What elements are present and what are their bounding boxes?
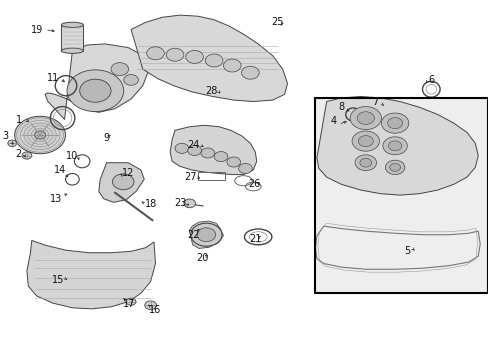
Circle shape [112, 174, 134, 190]
Circle shape [382, 137, 407, 155]
Text: 15: 15 [51, 275, 64, 285]
Bar [197, 172, 224, 180]
Polygon shape [99, 163, 144, 202]
Circle shape [144, 301, 156, 310]
Circle shape [389, 163, 400, 171]
Circle shape [22, 152, 32, 159]
Ellipse shape [61, 22, 83, 27]
Circle shape [197, 228, 215, 242]
Text: 7: 7 [372, 96, 378, 107]
Text: 10: 10 [66, 150, 79, 161]
Circle shape [187, 145, 201, 156]
Text: 28: 28 [204, 86, 217, 96]
Text: 6: 6 [427, 75, 433, 85]
Text: 4: 4 [330, 116, 336, 126]
Circle shape [35, 131, 45, 139]
Circle shape [15, 116, 65, 154]
Text: 16: 16 [149, 305, 162, 315]
Circle shape [123, 75, 138, 85]
Text: 27: 27 [184, 172, 197, 182]
Circle shape [175, 143, 188, 153]
Circle shape [356, 112, 374, 125]
Circle shape [185, 50, 203, 63]
Circle shape [214, 152, 227, 162]
Text: 14: 14 [53, 165, 66, 175]
Circle shape [190, 223, 222, 246]
Circle shape [358, 136, 372, 147]
Ellipse shape [61, 48, 83, 53]
Text: 3: 3 [3, 131, 9, 141]
Text: 17: 17 [123, 299, 136, 309]
Text: 9: 9 [103, 132, 109, 143]
Polygon shape [189, 221, 223, 248]
Polygon shape [131, 15, 287, 102]
Circle shape [146, 47, 164, 60]
Text: 19: 19 [30, 24, 43, 35]
Circle shape [205, 54, 223, 67]
Circle shape [67, 70, 123, 112]
Circle shape [201, 148, 214, 158]
Bar [61, 25, 83, 51]
Text: 26: 26 [247, 179, 260, 189]
Text: 23: 23 [173, 198, 186, 208]
Circle shape [387, 141, 401, 151]
Text: 11: 11 [46, 73, 59, 84]
Circle shape [166, 48, 183, 61]
Circle shape [349, 107, 381, 130]
Circle shape [354, 155, 376, 171]
Text: 20: 20 [196, 253, 209, 264]
Circle shape [387, 118, 402, 129]
Circle shape [241, 66, 259, 79]
Text: 21: 21 [248, 234, 261, 244]
Text: 12: 12 [122, 168, 134, 178]
Bar [315, 98, 487, 293]
Circle shape [385, 160, 404, 175]
Circle shape [183, 199, 195, 208]
Text: 24: 24 [186, 140, 199, 150]
Circle shape [238, 163, 252, 174]
Polygon shape [170, 125, 256, 175]
Circle shape [8, 140, 17, 147]
Circle shape [226, 157, 240, 167]
Polygon shape [316, 96, 477, 195]
Polygon shape [45, 44, 149, 120]
Text: 25: 25 [271, 17, 284, 27]
Text: 1: 1 [16, 114, 21, 125]
Circle shape [223, 59, 241, 72]
Text: 13: 13 [50, 194, 62, 204]
Polygon shape [27, 240, 155, 309]
Text: 5: 5 [403, 246, 409, 256]
Circle shape [359, 158, 371, 167]
Text: 22: 22 [186, 230, 199, 240]
Circle shape [381, 113, 408, 133]
Bar [315, 98, 487, 293]
Circle shape [351, 131, 379, 151]
Circle shape [126, 298, 136, 305]
Circle shape [80, 79, 111, 102]
Text: 8: 8 [338, 102, 344, 112]
Circle shape [111, 63, 128, 76]
Text: 2: 2 [16, 149, 21, 159]
Text: 18: 18 [144, 199, 157, 210]
